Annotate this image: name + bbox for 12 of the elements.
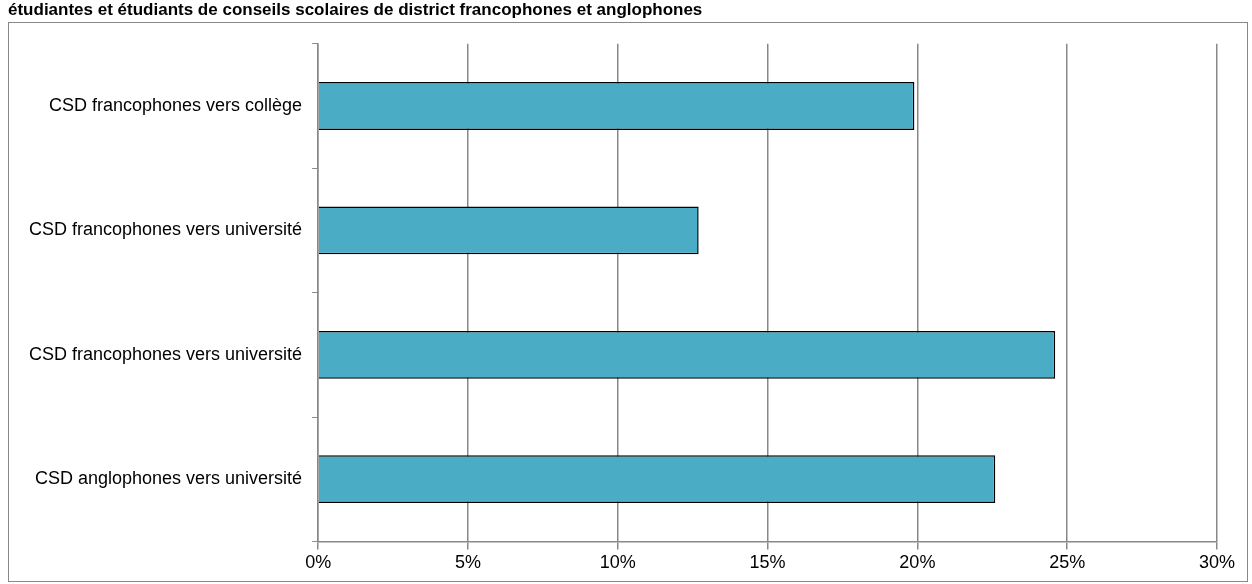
x-tick-label: 0% bbox=[305, 552, 332, 573]
x-tick-label: 15% bbox=[749, 552, 786, 573]
y-tick-label: CSD francophones vers université bbox=[28, 219, 303, 240]
y-tick-label: CSD francophones vers université bbox=[28, 343, 303, 364]
x-tick-label: 25% bbox=[1049, 552, 1086, 573]
x-tick-label: 10% bbox=[599, 552, 636, 573]
y-tick-label: CSD francophones vers collège bbox=[48, 94, 303, 115]
x-tick-label: 20% bbox=[899, 552, 936, 573]
chart-title: étudiantes et étudiants de conseils scolaires de district francophones et anglophones bbox=[8, 0, 703, 20]
x-tick-label: 5% bbox=[454, 552, 481, 573]
y-tick-label: CSD anglophones vers université bbox=[34, 468, 303, 489]
x-tick-label: 30% bbox=[1198, 552, 1236, 573]
